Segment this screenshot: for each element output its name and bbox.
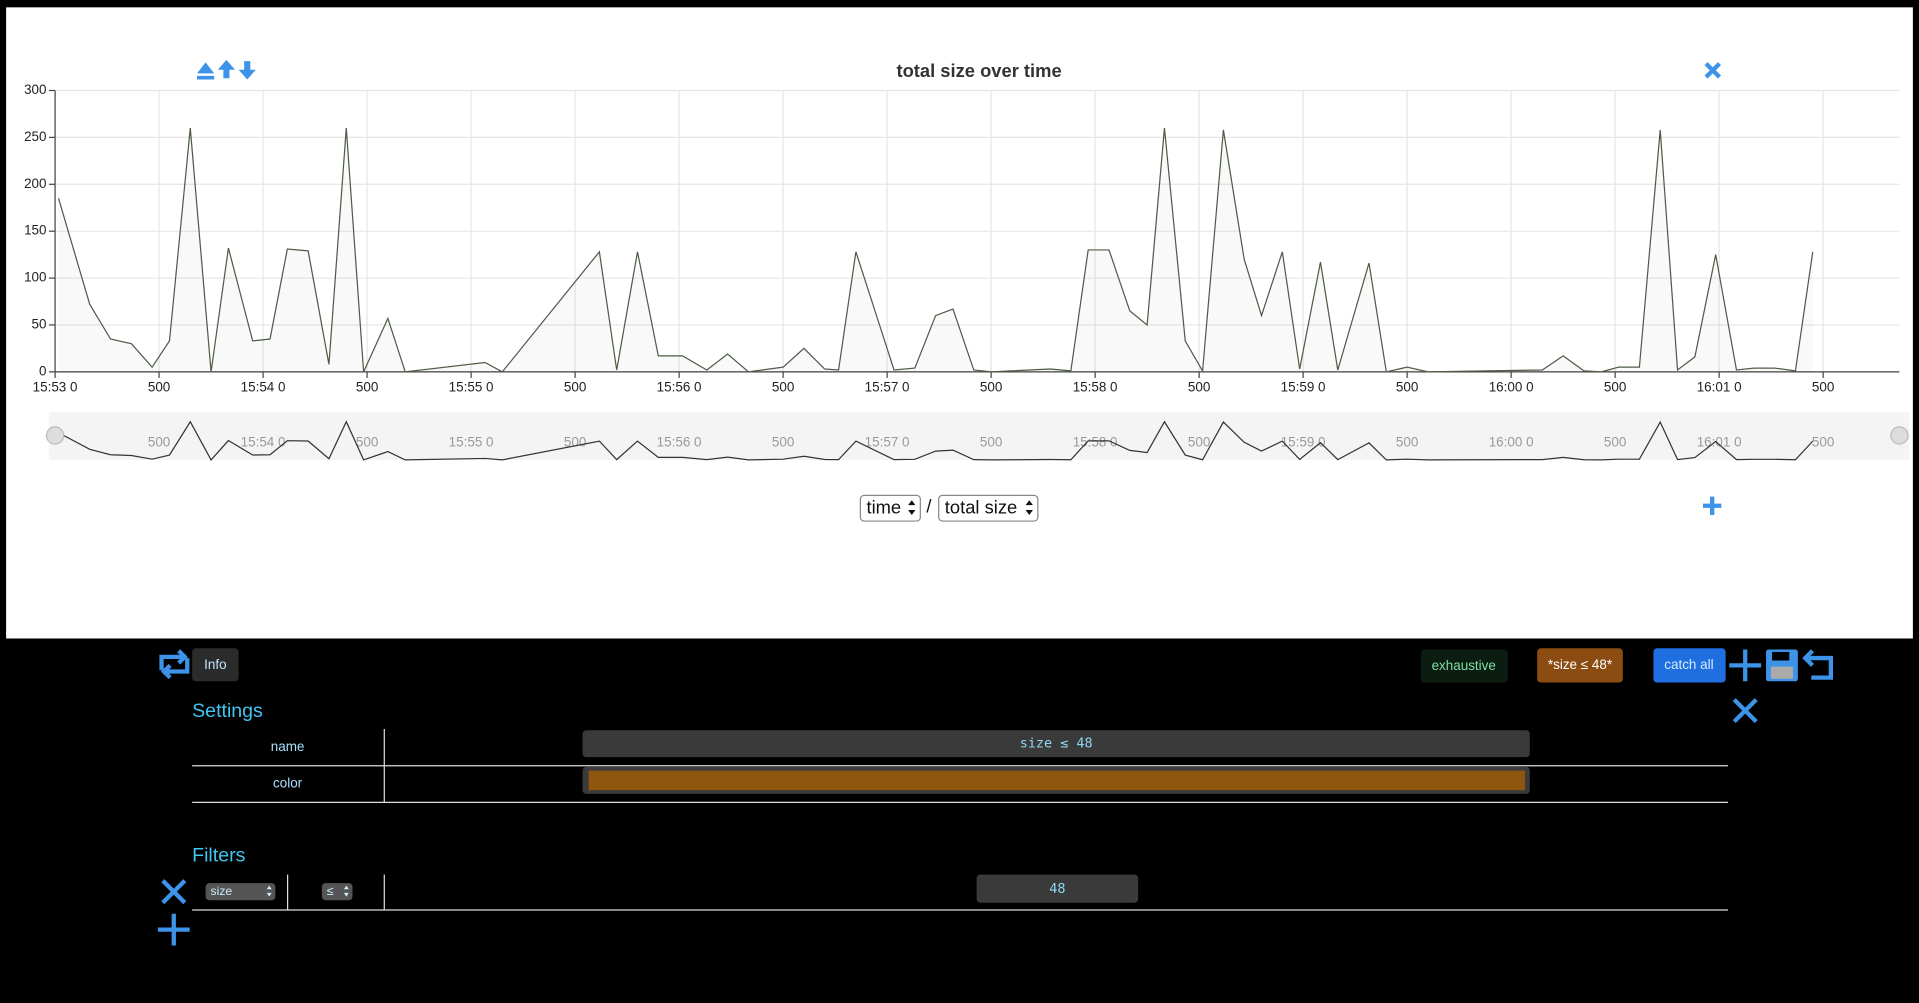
name-input-value: size ≤ 48 bbox=[1020, 737, 1093, 752]
x-tick-label: 15:54 0 bbox=[241, 379, 286, 394]
select-arrows bbox=[908, 500, 916, 515]
undo-icon[interactable] bbox=[1802, 649, 1834, 680]
brush-tick-label: 15:57 0 bbox=[865, 434, 910, 449]
brush-tick-label: 500 bbox=[772, 434, 794, 449]
filters-title: Filters bbox=[192, 844, 245, 866]
value-input-value: 48 bbox=[1049, 882, 1065, 897]
brush-tick-label: 500 bbox=[1396, 434, 1418, 449]
brush-handle-right[interactable] bbox=[1890, 426, 1909, 445]
active-collector-label: *size ≤ 48* bbox=[1548, 657, 1613, 672]
x-tick-label: 15:57 0 bbox=[865, 379, 910, 394]
operator-select[interactable] bbox=[321, 883, 353, 901]
save-icon-slot bbox=[1772, 651, 1790, 661]
brush-tick-label: 500 bbox=[1604, 434, 1626, 449]
brush-tick-label: 500 bbox=[1812, 434, 1834, 449]
x-axis-select[interactable] bbox=[859, 494, 921, 522]
field-select-label: size bbox=[211, 884, 233, 898]
save-icon-label bbox=[1770, 666, 1793, 679]
y-tick-label: 100 bbox=[24, 270, 46, 285]
color-label: color bbox=[273, 776, 303, 791]
brush-tick-label: 15:56 0 bbox=[657, 434, 702, 449]
move-icons[interactable] bbox=[197, 59, 256, 80]
move-up-icon[interactable] bbox=[217, 59, 235, 79]
active-collector-button[interactable] bbox=[1537, 648, 1623, 683]
refresh-icon[interactable] bbox=[159, 649, 190, 680]
color-swatch bbox=[588, 770, 1525, 791]
select-arrows bbox=[343, 885, 349, 897]
x-tick-label: 16:00 0 bbox=[1489, 379, 1534, 394]
chart-title: total size over time bbox=[896, 60, 1061, 81]
x-tick-label: 500 bbox=[148, 379, 170, 394]
field-select[interactable] bbox=[205, 883, 276, 901]
brush-handle-left[interactable] bbox=[45, 426, 65, 445]
x-tick-label: 15:59 0 bbox=[1281, 379, 1326, 394]
move-down-icon[interactable] bbox=[238, 61, 256, 80]
brush-tick-label: 16:01 0 bbox=[1697, 434, 1742, 449]
brush-tick-label: 500 bbox=[980, 434, 1002, 449]
brush-background bbox=[48, 412, 1910, 460]
x-tick-label: 500 bbox=[1188, 379, 1210, 394]
name-label: name bbox=[271, 739, 305, 754]
x-tick-label: 15:55 0 bbox=[449, 379, 494, 394]
y-tick-label: 200 bbox=[24, 176, 46, 191]
info-button[interactable] bbox=[192, 648, 239, 682]
brush-tick-label: 15:54 0 bbox=[241, 434, 286, 449]
add-icon[interactable] bbox=[1729, 649, 1762, 682]
y-tick-label: 150 bbox=[24, 223, 46, 238]
x-tick-label: 500 bbox=[564, 379, 586, 394]
plot: 0 50 100 150 200 250 300 15:53 0 500 500 15:54 0 15… bbox=[24, 82, 1900, 461]
x-axis-select-label: time bbox=[866, 497, 901, 518]
select-arrows bbox=[266, 885, 272, 897]
exhaustive-button[interactable] bbox=[1420, 649, 1508, 683]
catch-all-button[interactable] bbox=[1653, 648, 1726, 683]
x-tick-label: 15:56 0 bbox=[657, 379, 702, 394]
exhaustive-button-label: exhaustive bbox=[1432, 658, 1496, 673]
line bbox=[57, 127, 1814, 373]
x-tick-label: 500 bbox=[1604, 379, 1626, 394]
x-tick-label: 15:53 0 bbox=[33, 379, 78, 394]
info-button-label: Info bbox=[204, 657, 226, 672]
y-tick-label: 300 bbox=[24, 82, 46, 97]
brush-tick-label: 15:59 0 bbox=[1281, 434, 1326, 449]
x-tick-label: 500 bbox=[980, 379, 1002, 394]
close-chart-icon[interactable] bbox=[1704, 62, 1722, 79]
brush-tick-label: 500 bbox=[148, 434, 170, 449]
y-tick-label: 50 bbox=[32, 317, 47, 332]
name-input[interactable] bbox=[582, 730, 1530, 758]
settings-title: Settings bbox=[192, 700, 263, 722]
move-top-icon[interactable] bbox=[197, 62, 215, 80]
save-icon[interactable] bbox=[1766, 649, 1798, 682]
add-chart-icon[interactable] bbox=[1702, 496, 1722, 515]
x-tick-label: 500 bbox=[772, 379, 794, 394]
x-tick-label: 500 bbox=[1812, 379, 1834, 394]
brush-tick-label: 500 bbox=[356, 434, 378, 449]
brush-tick-label: 16:00 0 bbox=[1489, 434, 1534, 449]
x-tick-label: 16:01 0 bbox=[1697, 379, 1742, 394]
y-tick-label: 0 bbox=[39, 363, 46, 378]
x-tick-label: 500 bbox=[356, 379, 378, 394]
value-input[interactable] bbox=[976, 874, 1139, 903]
remove-filter-icon[interactable] bbox=[161, 879, 187, 905]
x-tick-label: 500 bbox=[1396, 379, 1418, 394]
close-settings-icon[interactable] bbox=[1732, 698, 1758, 724]
brush-tick-label: 15:55 0 bbox=[449, 434, 494, 449]
operator-select-label: ≤ bbox=[327, 884, 334, 898]
catch-all-label: catch all bbox=[1664, 657, 1713, 672]
y-axis-select[interactable] bbox=[938, 494, 1039, 522]
x-tick-label: 15:58 0 bbox=[1073, 379, 1118, 394]
brush-tick-label: 500 bbox=[1188, 434, 1210, 449]
y-tick-label: 250 bbox=[24, 129, 46, 144]
chart-panel bbox=[6, 7, 1913, 639]
axis-separator: / bbox=[926, 495, 932, 516]
y-axis-select-label: total size bbox=[945, 497, 1017, 518]
select-arrows bbox=[1025, 500, 1033, 515]
add-filter-icon[interactable] bbox=[157, 913, 190, 946]
brush-line bbox=[58, 420, 1814, 461]
brush-tick-label: 500 bbox=[564, 434, 586, 449]
